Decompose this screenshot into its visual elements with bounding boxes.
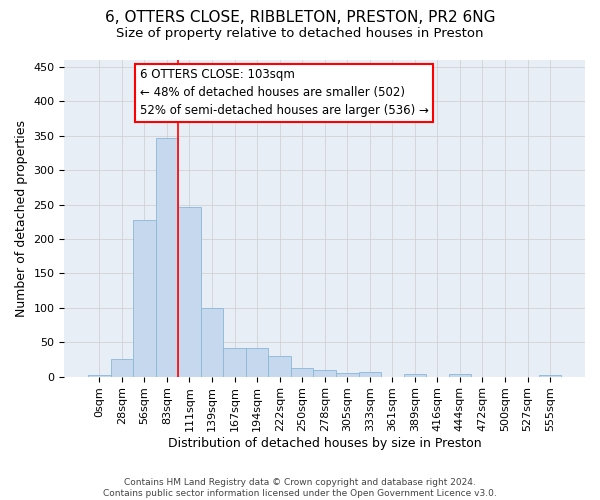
Bar <box>291 368 313 376</box>
Bar <box>110 360 133 376</box>
Bar <box>223 348 246 376</box>
Text: Contains HM Land Registry data © Crown copyright and database right 2024.
Contai: Contains HM Land Registry data © Crown c… <box>103 478 497 498</box>
Bar <box>359 372 381 376</box>
Bar <box>155 138 178 376</box>
Bar <box>336 373 359 376</box>
Bar <box>449 374 471 376</box>
Bar <box>268 356 291 376</box>
Text: Size of property relative to detached houses in Preston: Size of property relative to detached ho… <box>116 28 484 40</box>
Bar <box>246 348 268 376</box>
Text: 6, OTTERS CLOSE, RIBBLETON, PRESTON, PR2 6NG: 6, OTTERS CLOSE, RIBBLETON, PRESTON, PR2… <box>105 10 495 25</box>
Bar <box>313 370 336 376</box>
Bar <box>88 374 110 376</box>
Bar <box>133 220 155 376</box>
Bar <box>178 206 201 376</box>
Bar <box>404 374 426 376</box>
Bar <box>201 308 223 376</box>
Bar <box>539 374 562 376</box>
Text: 6 OTTERS CLOSE: 103sqm
← 48% of detached houses are smaller (502)
52% of semi-de: 6 OTTERS CLOSE: 103sqm ← 48% of detached… <box>140 68 429 117</box>
Y-axis label: Number of detached properties: Number of detached properties <box>15 120 28 317</box>
X-axis label: Distribution of detached houses by size in Preston: Distribution of detached houses by size … <box>168 437 482 450</box>
